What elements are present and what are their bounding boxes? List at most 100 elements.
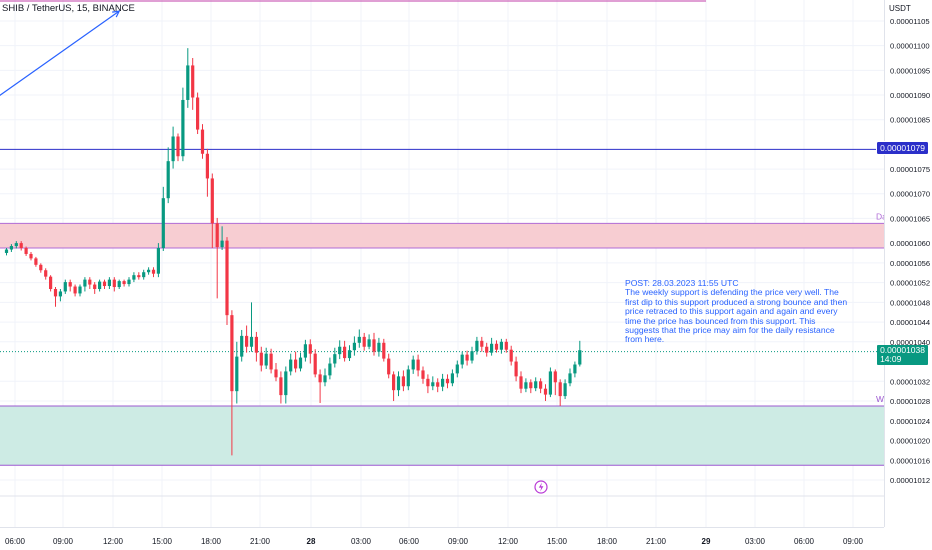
candle: [465, 350, 469, 366]
candle-body: [441, 378, 445, 387]
candle: [181, 87, 185, 162]
candle-body: [196, 97, 200, 130]
candle: [63, 279, 67, 294]
candle: [245, 325, 249, 353]
candle: [519, 371, 523, 394]
candle-body: [298, 357, 303, 369]
zones: Da W: [0, 211, 887, 466]
price-tick-label: 0.00001075: [890, 165, 930, 174]
candle: [14, 241, 18, 249]
candle: [303, 339, 307, 362]
candle: [539, 378, 543, 394]
annotation-note[interactable]: POST: 28.03.2023 11:55 UTC The weekly sup…: [625, 278, 851, 345]
price-tick-label: 0.00001100: [890, 42, 930, 51]
time-tick-label: 03:00: [351, 537, 372, 546]
candle: [29, 251, 33, 261]
candle: [333, 347, 337, 368]
candle-body: [53, 288, 58, 297]
candle-body: [235, 356, 239, 392]
candle-body: [558, 382, 562, 397]
candle-body: [225, 240, 229, 316]
candle-body: [499, 341, 503, 350]
candle: [494, 340, 499, 353]
candle: [455, 360, 459, 378]
candle-body: [142, 272, 146, 278]
time-tick-label: 09:00: [448, 537, 469, 546]
price-tick-label: 0.00001024: [890, 417, 930, 426]
candle-body: [396, 376, 401, 391]
candle-body: [137, 275, 141, 278]
candle: [78, 284, 82, 297]
candle: [161, 186, 165, 251]
time-tick-label: 28: [307, 537, 316, 546]
candle-body: [347, 350, 352, 359]
price-tick-label: 0.00001020: [890, 437, 930, 446]
candle: [254, 331, 258, 362]
candle: [573, 361, 577, 378]
time-tick-label: 06:00: [5, 537, 26, 546]
candle: [460, 351, 464, 369]
candle-body: [494, 343, 499, 350]
candle: [308, 339, 312, 364]
candle-body: [161, 198, 165, 249]
trendline-group[interactable]: [0, 10, 121, 98]
candle: [49, 275, 53, 292]
candle-body: [504, 341, 508, 350]
candle: [298, 352, 303, 372]
candle: [553, 369, 557, 396]
candle-body: [303, 344, 307, 358]
time-tick-label: 21:00: [250, 537, 271, 546]
trendline[interactable]: [0, 10, 120, 98]
candle: [83, 277, 87, 292]
candle-body: [24, 248, 28, 254]
candle-body: [460, 354, 464, 365]
candle-body: [83, 279, 87, 287]
candle-body: [284, 371, 288, 396]
candle-body: [548, 371, 552, 395]
candle: [411, 355, 415, 374]
candle: [284, 366, 288, 404]
candle-body: [294, 359, 298, 369]
candle: [240, 329, 244, 362]
candle-body: [4, 249, 9, 253]
candle-body: [200, 129, 205, 154]
current-price-tag: 0.00001038 14:09: [877, 344, 928, 365]
candle: [230, 310, 234, 456]
candle: [313, 349, 317, 378]
candle: [39, 263, 43, 273]
candle-body: [343, 346, 347, 359]
candle: [4, 248, 9, 256]
candle: [44, 268, 48, 280]
candle: [210, 173, 214, 249]
candle-body: [289, 359, 293, 372]
candle: [362, 332, 366, 351]
candle-body: [269, 353, 273, 370]
symbol-title: SHIB / TetherUS, 15, BINANCE: [2, 3, 135, 14]
time-tick-label: 15:00: [152, 537, 173, 546]
candle: [166, 147, 170, 204]
candle-body: [524, 382, 528, 389]
candle-body: [543, 388, 548, 395]
candle-body: [39, 264, 43, 271]
candle-body: [259, 352, 263, 366]
candle-body: [318, 374, 322, 383]
candle-body: [387, 358, 391, 375]
candle-body: [44, 270, 48, 277]
candle-countdown: 14:09: [880, 353, 902, 364]
candle: [416, 354, 420, 377]
candle-body: [372, 339, 376, 352]
candle-body: [147, 269, 151, 273]
candle: [343, 340, 347, 362]
candle-body: [29, 253, 33, 259]
price-tick-label: 0.00001065: [890, 214, 930, 223]
candle: [548, 367, 552, 398]
candle: [269, 348, 273, 374]
price-tick-label: 0.00001070: [890, 190, 930, 199]
candle: [406, 365, 410, 391]
candle-body: [122, 281, 126, 285]
candle: [137, 272, 141, 280]
candle-body: [151, 269, 156, 274]
candle: [220, 226, 224, 251]
